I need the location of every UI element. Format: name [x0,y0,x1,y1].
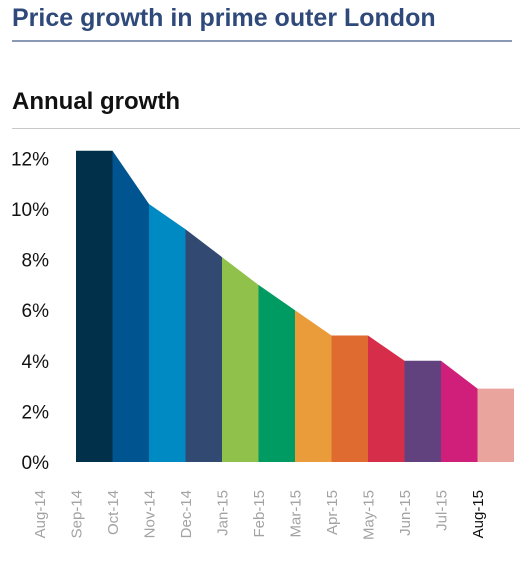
y-tick-label: 0% [22,453,50,474]
x-tick-label: Oct-14 [105,490,122,535]
x-tick-label: May-15 [361,490,378,540]
area-segment-sep-14 [112,150,149,462]
y-tick-label: 2% [22,402,50,423]
x-tick-label: Dec-14 [178,490,195,538]
area-segment-jun-15 [441,360,478,462]
area-segment-jul-15 [477,388,514,462]
title-divider [12,40,512,42]
x-tick-label: Aug-14 [32,490,49,538]
x-tick-label: Apr-15 [324,490,341,535]
x-tick-label: Jun-15 [397,490,414,536]
subtitle-divider [12,128,520,129]
area-segment-may-15 [404,360,441,462]
x-tick-label: Feb-15 [251,490,268,538]
page-title: Price growth in prime outer London [12,4,436,32]
x-tick-label: Jul-15 [434,490,451,531]
y-tick-label: 12% [11,149,49,170]
area-segment-aug-14 [76,150,113,462]
x-tick-label: Mar-15 [288,490,305,538]
x-tick-label: Nov-14 [142,490,159,538]
chart-subtitle: Annual growth [12,88,180,115]
area-segment-oct-14 [149,203,186,462]
x-tick-label: Sep-14 [69,490,86,538]
y-tick-label: 4% [22,352,50,373]
y-tick-label: 6% [22,301,50,322]
area-segment-feb-15 [295,310,332,462]
y-tick-label: 8% [22,251,50,272]
area-segment-mar-15 [331,335,368,462]
area-segment-nov-14 [185,229,222,462]
area-segment-apr-15 [368,335,405,462]
area-segment-dec-14 [222,257,259,462]
x-tick-label: Aug-15 [470,490,487,538]
area-segment-jan-15 [258,284,295,462]
y-tick-label: 10% [11,200,49,221]
x-tick-label: Jan-15 [215,490,232,536]
